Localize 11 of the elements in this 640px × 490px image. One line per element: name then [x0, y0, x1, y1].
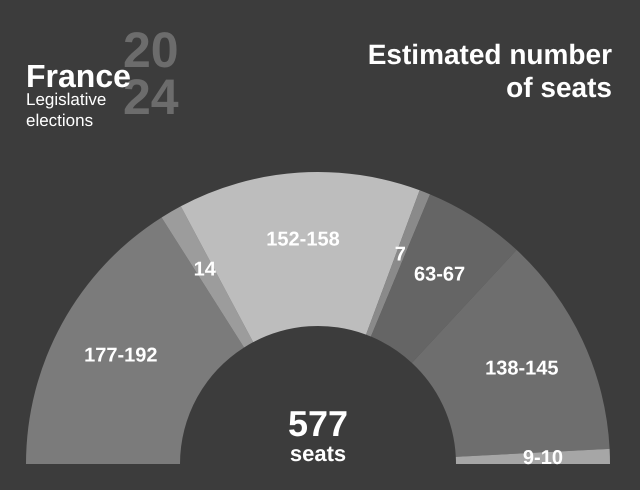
- text: seats: [290, 441, 346, 466]
- data-label: 9-10: [522, 447, 563, 470]
- text: Legislative elections: [26, 90, 106, 130]
- data-label: 177-192: [84, 344, 158, 367]
- data-label: 7: [394, 244, 406, 266]
- data-label: 14: [194, 258, 217, 281]
- data-label: 138-145: [485, 358, 559, 380]
- data-label: 152-158: [266, 228, 340, 250]
- text: 577: [288, 403, 348, 444]
- chart-title: Estimated number of seats: [368, 39, 612, 103]
- data-label: 63-67: [414, 264, 466, 286]
